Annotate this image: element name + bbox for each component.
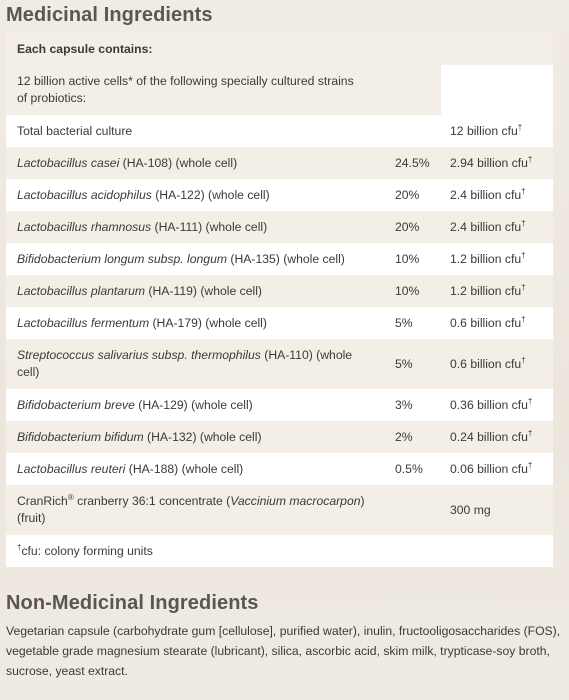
footnote-row: †cfu: colony forming units xyxy=(6,535,553,567)
strain-row: Streptococcus salivarius subsp. thermoph… xyxy=(6,339,553,389)
strain-rows: Lactobacillus casei (HA-108) (whole cell… xyxy=(6,147,553,485)
intro-spacer xyxy=(441,65,553,115)
strain-percent: 10% xyxy=(385,243,441,275)
strain-row: Lactobacillus casei (HA-108) (whole cell… xyxy=(6,147,553,179)
header-text: Each capsule contains: xyxy=(17,41,153,56)
strain-row: Lactobacillus plantarum (HA-119) (whole … xyxy=(6,275,553,307)
intro-text: 12 billion active cells* of the followin… xyxy=(17,74,354,105)
strain-name: Bifidobacterium breve (HA-129) (whole ce… xyxy=(6,389,385,421)
strain-amount: 0.6 billion cfu† xyxy=(441,307,553,339)
strain-percent: 0.5% xyxy=(385,453,441,485)
strain-row: Lactobacillus rhamnosus (HA-111) (whole … xyxy=(6,211,553,243)
strain-row: Lactobacillus fermentum (HA-179) (whole … xyxy=(6,307,553,339)
footnote: †cfu: colony forming units xyxy=(6,535,553,567)
strain-name: Lactobacillus fermentum (HA-179) (whole … xyxy=(6,307,385,339)
intro-cell: 12 billion active cells* of the followin… xyxy=(6,65,441,115)
strain-percent: 10% xyxy=(385,275,441,307)
strain-row: Lactobacillus reuteri (HA-188) (whole ce… xyxy=(6,453,553,485)
cranberry-amount: 300 mg xyxy=(441,485,553,535)
strain-percent: 20% xyxy=(385,179,441,211)
strain-name: Bifidobacterium longum subsp. longum (HA… xyxy=(6,243,385,275)
strain-percent: 5% xyxy=(385,339,441,389)
strain-percent: 2% xyxy=(385,421,441,453)
strain-amount: 0.06 billion cfu† xyxy=(441,453,553,485)
strain-amount: 2.4 billion cfu† xyxy=(441,211,553,243)
strain-row: Bifidobacterium longum subsp. longum (HA… xyxy=(6,243,553,275)
total-label: Total bacterial culture xyxy=(6,115,385,147)
total-row: Total bacterial culture 12 billion cfu† xyxy=(6,115,553,147)
strain-name: Lactobacillus rhamnosus (HA-111) (whole … xyxy=(6,211,385,243)
strain-amount: 0.36 billion cfu† xyxy=(441,389,553,421)
strain-amount: 1.2 billion cfu† xyxy=(441,275,553,307)
medicinal-heading: Medicinal Ingredients xyxy=(6,4,213,26)
strain-amount: 0.6 billion cfu† xyxy=(441,339,553,389)
total-percent xyxy=(385,115,441,147)
strain-percent: 20% xyxy=(385,211,441,243)
strain-percent: 5% xyxy=(385,307,441,339)
strain-row: Bifidobacterium bifidum (HA-132) (whole … xyxy=(6,421,553,453)
strain-name: Lactobacillus reuteri (HA-188) (whole ce… xyxy=(6,453,385,485)
strain-row: Bifidobacterium breve (HA-129) (whole ce… xyxy=(6,389,553,421)
strain-name: Streptococcus salivarius subsp. thermoph… xyxy=(6,339,385,389)
cranberry-row: CranRich® cranberry 36:1 concentrate (Va… xyxy=(6,485,553,535)
strain-name: Lactobacillus casei (HA-108) (whole cell… xyxy=(6,147,385,179)
header-cell: Each capsule contains: xyxy=(6,33,553,65)
strain-percent: 3% xyxy=(385,389,441,421)
intro-row: 12 billion active cells* of the followin… xyxy=(6,65,553,115)
strain-name: Lactobacillus acidophilus (HA-122) (whol… xyxy=(6,179,385,211)
strain-row: Lactobacillus acidophilus (HA-122) (whol… xyxy=(6,179,553,211)
strain-name: Lactobacillus plantarum (HA-119) (whole … xyxy=(6,275,385,307)
total-amount: 12 billion cfu† xyxy=(441,115,553,147)
strain-amount: 0.24 billion cfu† xyxy=(441,421,553,453)
cranberry-label: CranRich® cranberry 36:1 concentrate (Va… xyxy=(6,485,385,535)
strain-amount: 2.94 billion cfu† xyxy=(441,147,553,179)
strain-percent: 24.5% xyxy=(385,147,441,179)
non-medicinal-heading: Non-Medicinal Ingredients xyxy=(6,592,259,614)
strain-name: Bifidobacterium bifidum (HA-132) (whole … xyxy=(6,421,385,453)
medicinal-table: Each capsule contains: 12 billion active… xyxy=(6,33,553,567)
non-medicinal-text: Vegetarian capsule (carbohydrate gum [ce… xyxy=(6,624,561,678)
strain-amount: 1.2 billion cfu† xyxy=(441,243,553,275)
table-header-row: Each capsule contains: xyxy=(6,33,553,65)
strain-amount: 2.4 billion cfu† xyxy=(441,179,553,211)
